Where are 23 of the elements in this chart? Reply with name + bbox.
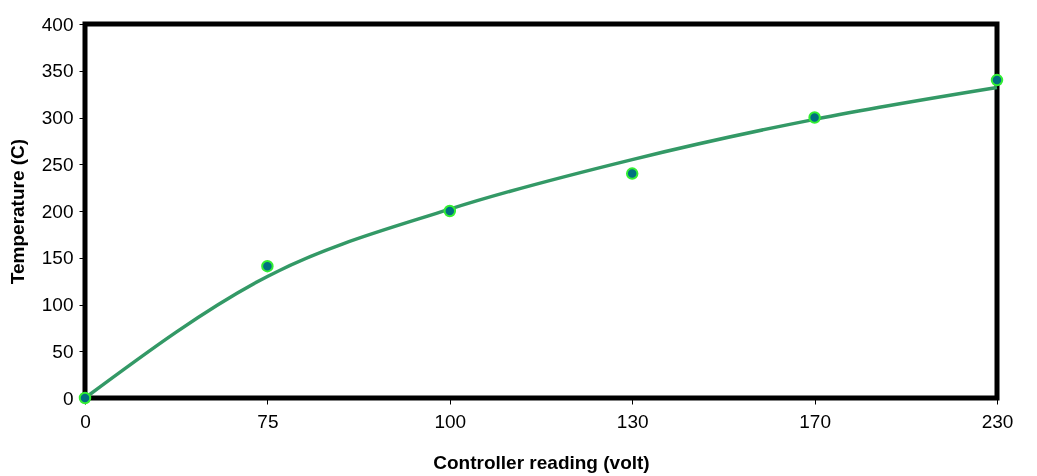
- point: [990, 73, 1004, 87]
- y-tick-label: 150: [41, 247, 74, 269]
- y-tick-label: 200: [41, 200, 74, 222]
- x-tick-label: 130: [616, 410, 649, 432]
- y-tick-label: 0: [62, 387, 74, 409]
- point: [261, 259, 274, 273]
- y-tick-label: 350: [41, 60, 74, 82]
- y-tick-label: 100: [41, 294, 74, 315]
- y-tick-label: 300: [41, 107, 74, 128]
- y-tick-label: 250: [41, 153, 74, 175]
- x-tick-label: 230: [981, 410, 1014, 432]
- x-tick-label: 75: [257, 410, 279, 432]
- x-tick-label: 170: [799, 410, 831, 432]
- point: [443, 204, 457, 218]
- point: [808, 111, 821, 124]
- x-tick-label: 100: [434, 410, 467, 432]
- point: [625, 167, 639, 180]
- x-tick-label: 0: [80, 410, 91, 432]
- y-axis-title: Temperature (C): [6, 138, 28, 285]
- y-tick-label: 50: [52, 340, 74, 362]
- point: [78, 391, 92, 405]
- x-axis-title: Controller reading (volt): [433, 451, 650, 473]
- y-tick-label: 400: [41, 13, 74, 35]
